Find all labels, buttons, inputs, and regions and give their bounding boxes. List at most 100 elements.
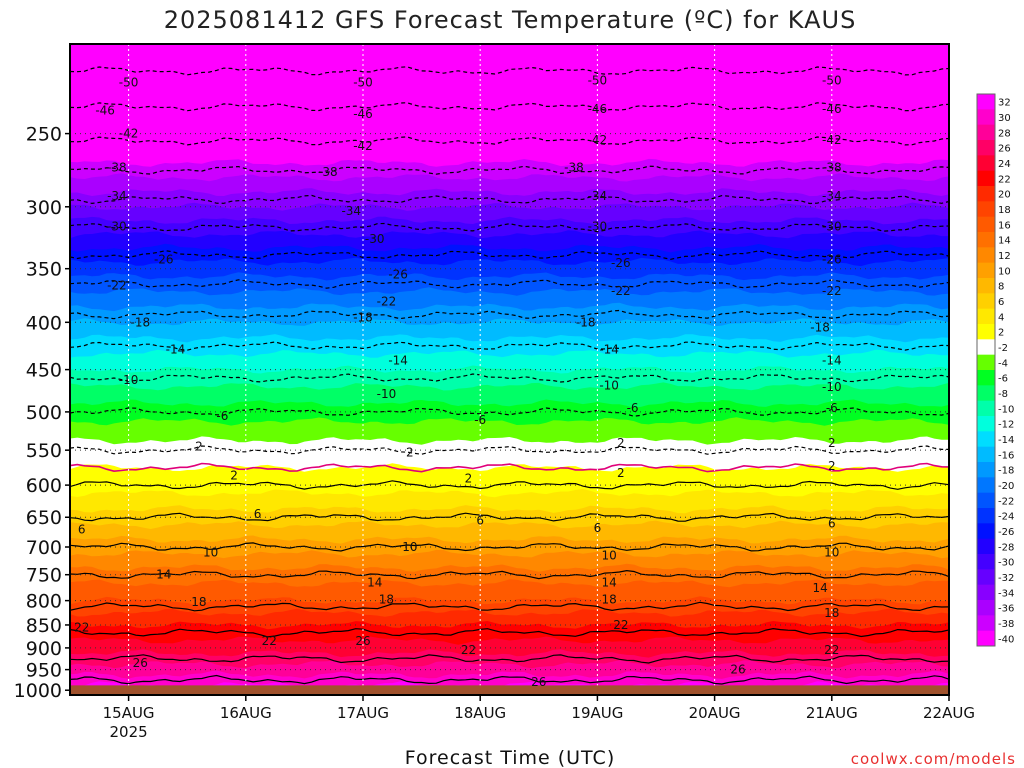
- x-tick-year: 2025: [110, 723, 148, 741]
- contour-label: -34: [341, 204, 361, 218]
- x-tick-label: 21AUG: [806, 704, 858, 722]
- colorbar-label: 16: [998, 220, 1011, 231]
- colorbar-label: -20: [998, 481, 1014, 492]
- colorbar-swatch: [977, 339, 995, 356]
- contour-label: 26: [730, 663, 745, 677]
- y-tick-label: 300: [26, 197, 62, 219]
- contour-label: -30: [365, 232, 385, 246]
- colorbar-label: 20: [998, 190, 1011, 201]
- contour-label: -22: [377, 295, 397, 309]
- credit-link[interactable]: coolwx.com/models: [851, 750, 1016, 768]
- contour-label: 22: [74, 620, 89, 634]
- y-tick-label: 350: [26, 259, 62, 281]
- contour-label: 22: [613, 618, 628, 632]
- contour-line: [70, 601, 949, 612]
- colorbar-swatch: [977, 124, 995, 141]
- colorbar-swatch: [977, 431, 995, 448]
- colorbar-swatch: [977, 186, 995, 202]
- colorbar-swatch: [977, 94, 995, 110]
- colorbar-swatch: [977, 232, 995, 248]
- contour-label: -30: [588, 219, 608, 233]
- contour-label: -38: [107, 160, 127, 174]
- contour-label: -14: [388, 354, 408, 368]
- y-tick-label: 400: [26, 312, 62, 334]
- contour-label: -42: [588, 133, 608, 147]
- contour-label: 2: [828, 459, 836, 473]
- y-tick-label: 800: [26, 591, 62, 613]
- plot-area: -50 -50 -50 -50 -46 -46 -46 -46 -42 -42 -42 -42 -38 -…: [70, 44, 949, 695]
- colorbar-label: -14: [998, 435, 1014, 446]
- colorbar-label: -38: [998, 619, 1014, 630]
- x-tick-label: 19AUG: [571, 704, 623, 722]
- colorbar-label: 28: [998, 128, 1011, 139]
- contour-label: 10: [601, 549, 616, 563]
- contour-line: [70, 102, 949, 112]
- contour-label: 26: [355, 634, 370, 648]
- contour-label: -10: [377, 387, 397, 401]
- colorbar-label: -22: [998, 496, 1014, 507]
- y-tick-label: 750: [26, 565, 62, 587]
- temperature-contours: [70, 66, 949, 685]
- colorbar-swatch: [977, 446, 995, 463]
- contour-label: -30: [107, 219, 127, 233]
- colorbar-label: -4: [998, 358, 1008, 369]
- colorbar-label: 12: [998, 251, 1011, 262]
- colorbar-swatch: [977, 600, 995, 616]
- colorbar-swatch: [977, 170, 995, 187]
- colorbar-swatch: [977, 477, 995, 494]
- colorbar-swatch: [977, 201, 995, 218]
- contour-label: -34: [107, 189, 127, 203]
- contour-label: 2: [230, 469, 238, 483]
- contour-line: [70, 654, 949, 664]
- x-tick-label: 15AUG: [103, 704, 155, 722]
- colorbar-label: -36: [998, 604, 1014, 615]
- colorbar-label: 6: [998, 297, 1004, 308]
- contour-label: -46: [588, 102, 608, 116]
- contour-label: -14: [166, 342, 186, 356]
- colorbar-label: 30: [998, 113, 1011, 124]
- contour-label: 18: [824, 606, 839, 620]
- contour-label: -10: [119, 373, 139, 387]
- x-tick-label: 18AUG: [454, 704, 506, 722]
- contour-label: -38: [564, 160, 584, 174]
- colorbar-swatch: [977, 416, 995, 432]
- y-tick-label: 700: [26, 537, 62, 559]
- x-tick-label: 16AUG: [220, 704, 272, 722]
- colorbar-swatch: [977, 247, 995, 264]
- x-axis-label: Forecast Time (UTC): [405, 747, 615, 768]
- colorbar-swatch: [977, 523, 995, 540]
- colorbar-swatch: [977, 554, 995, 570]
- contour-line: [70, 480, 949, 490]
- colorbar-label: -30: [998, 558, 1014, 569]
- contour-label: 22: [824, 643, 839, 657]
- contour-label: 2: [465, 471, 473, 485]
- colorbar-swatch: [977, 262, 995, 279]
- y-tick-label: 650: [26, 507, 62, 529]
- contour-label: 18: [191, 595, 206, 609]
- contour-label: -10: [822, 380, 842, 394]
- colorbar-swatch: [977, 584, 995, 601]
- colorbar-swatch: [977, 308, 995, 325]
- contour-line: [70, 569, 949, 580]
- contour-line: [70, 341, 949, 351]
- contour-label: -22: [611, 284, 631, 298]
- contour-label: -26: [822, 252, 842, 266]
- contour-label: 2: [828, 436, 836, 450]
- contour-line: [70, 165, 949, 175]
- contour-label: -26: [154, 252, 174, 266]
- y-tick-label: 950: [26, 660, 62, 682]
- colorbar-label: -34: [998, 588, 1014, 599]
- colorbar-label: -2: [998, 343, 1008, 354]
- contour-label: -6: [826, 401, 838, 415]
- colorbar-swatch: [977, 400, 995, 417]
- y-tick-label: 900: [26, 638, 62, 660]
- colorbar-label: -16: [998, 450, 1014, 461]
- contour-label: -22: [107, 279, 127, 293]
- colorbar-swatch: [977, 508, 995, 524]
- colorbar-label: -8: [998, 389, 1008, 400]
- contour-line: [70, 542, 949, 552]
- contour-label: 10: [824, 546, 839, 560]
- contour-line: [70, 627, 949, 638]
- contour-label: -26: [611, 256, 631, 270]
